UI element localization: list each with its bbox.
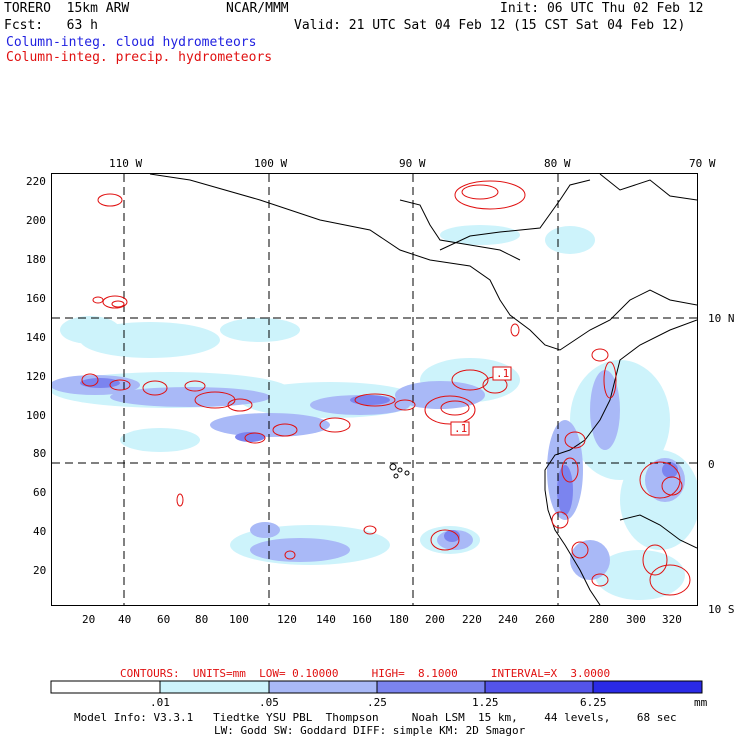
lon-label-90w: 90 W [399,157,426,170]
valid-time: Valid: 21 UTC Sat 04 Feb 12 (15 CST Sat … [294,18,686,33]
x-tick: 80 [195,613,209,626]
colorbar-label: .05 [259,696,279,709]
org-label: NCAR/MMM [226,1,289,16]
physics-info: LW: Godd SW: Goddard DIFF: simple KM: 2D… [214,724,526,737]
x-tick: 300 [626,613,646,626]
x-tick: 220 [462,613,482,626]
colorbar-label: 1.25 [472,696,499,709]
x-tick: 140 [316,613,336,626]
cloud-hydrometeors-label: Column-integ. cloud hydrometeors [6,35,257,50]
x-tick: 20 [82,613,96,626]
cloud-dark-shading [80,378,678,542]
galapagos-islands [389,463,410,479]
low-marker-label: .1 [454,422,468,435]
y-tick: 60 [33,486,47,499]
lat-label-10s: 10 S [708,603,735,616]
y-tick: 200 [26,214,46,227]
model-info: Model Info: V3.3.1 Tiedtke YSU PBL Thomp… [74,711,677,724]
x-tick: 240 [498,613,518,626]
x-tick: 180 [389,613,409,626]
colorbar-label: 6.25 [580,696,607,709]
x-tick: 320 [662,613,682,626]
x-tick: 260 [535,613,555,626]
y-tick: 160 [26,292,46,305]
lat-label-10n: 10 N [708,312,735,325]
y-tick: 100 [26,409,46,422]
lon-label-80w: 80 W [544,157,571,170]
lon-label-70w: 70 W [689,157,716,170]
y-tick: 180 [26,253,46,266]
low-marker-box [450,421,470,436]
contours-info: CONTOURS: UNITS=mm LOW= 0.10000 HIGH= 8.… [120,667,611,680]
y-tick: 140 [26,331,46,344]
forecast-hour: Fcst: 63 h [4,18,98,33]
x-tick: 160 [352,613,372,626]
low-marker-label: .1 [496,367,510,380]
precip-hydrometeors-label: Column-integ. precip. hydrometeors [6,50,273,65]
model-title: TORERO 15km ARW [4,1,130,16]
colorbar-label: .25 [367,696,387,709]
y-tick: 120 [26,370,46,383]
low-marker-box [492,366,512,381]
lat-label-0: 0 [708,458,715,471]
x-tick: 280 [589,613,609,626]
colorbar-units: mm [694,696,708,709]
x-tick: 40 [118,613,132,626]
colorbar-label: .01 [150,696,170,709]
lon-label-100w: 100 W [254,157,288,170]
x-tick: 100 [229,613,249,626]
init-time: Init: 06 UTC Thu 02 Feb 12 [500,1,704,16]
map-frame [51,173,698,606]
y-tick: 20 [33,564,47,577]
y-tick: 40 [33,525,47,538]
x-tick: 60 [157,613,171,626]
lon-label-110w: 110 W [109,157,143,170]
y-tick: 80 [33,447,47,460]
precip-contours [81,180,691,596]
x-tick: 200 [425,613,445,626]
x-tick: 120 [277,613,297,626]
y-tick: 220 [26,175,46,188]
coastlines [149,174,697,605]
